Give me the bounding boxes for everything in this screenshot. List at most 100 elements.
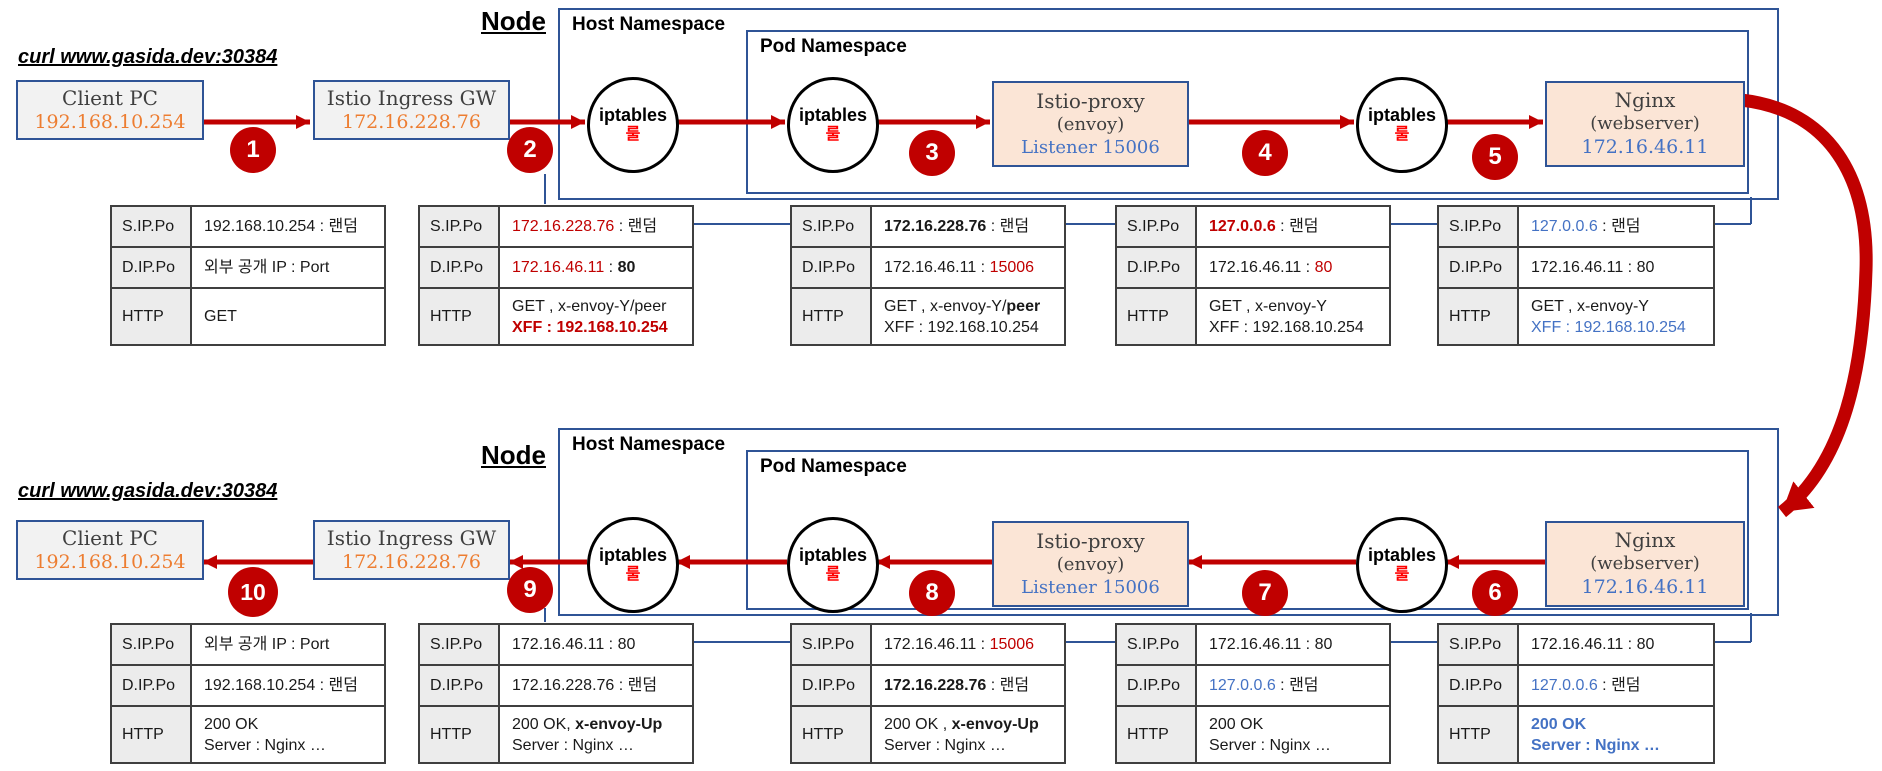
row-value: GET , x-envoy-Y XFF : 192.168.10.254	[1209, 297, 1364, 336]
row-label: S.IP.Po	[1117, 625, 1197, 664]
table-row: S.IP.Po 172.16.46.11 : 80	[420, 625, 692, 664]
packet-table: S.IP.Po 172.16.46.11 : 80 D.IP.Po 127.0.0.6…	[1437, 623, 1715, 764]
callout-connectors	[544, 174, 1752, 643]
packet-table: S.IP.Po 172.16.228.76 : 랜덤 D.IP.Po 172.16.4…	[790, 205, 1066, 346]
iptables-circle-pod-in-bottom: iptables 룰	[787, 517, 879, 613]
nginx-title: Nginx	[1614, 528, 1676, 553]
pod-namespace-label: Pod Namespace	[760, 36, 907, 57]
row-value: GET , x-envoy-Y/peer XFF : 192.168.10.254	[884, 297, 1041, 336]
row-value: 172.16.228.76 : 랜덤	[884, 218, 1030, 235]
istio-gw-title: Istio Ingress GW	[326, 85, 497, 110]
istio-proxy-subtitle: (envoy)	[1056, 554, 1125, 575]
table-row: HTTP 200 OK, x-envoy-Up Server : Nginx …	[420, 705, 692, 762]
nginx-box-bottom: Nginx (webserver) 172.16.46.11	[1545, 521, 1745, 607]
row-value: 172.16.46.11 : 80	[1209, 636, 1333, 653]
row-value: 200 OK Server : Nginx …	[1209, 715, 1331, 754]
row-label: D.IP.Po	[792, 666, 872, 705]
nginx-subtitle: (webserver)	[1590, 113, 1700, 135]
packet-table: S.IP.Po 192.168.10.254 : 랜덤 D.IP.Po 외부 공개 I…	[110, 205, 386, 346]
row-value: 127.0.0.6 : 랜덤	[1531, 218, 1641, 235]
client-pc-title: Client PC	[62, 85, 158, 110]
step-circle-5: 5	[1472, 134, 1518, 180]
row-value: 192.168.10.254 : 랜덤	[204, 218, 358, 235]
table-row: HTTP 200 OK Server : Nginx …	[1439, 705, 1713, 762]
iptables-rule-label: 룰	[1394, 566, 1410, 584]
istio-proxy-box-bottom: Istio-proxy (envoy) Listener 15006	[992, 521, 1189, 607]
row-value: GET , x-envoy-Y XFF : 192.168.10.254	[1531, 297, 1686, 336]
packet-table: S.IP.Po 172.16.46.11 : 80 D.IP.Po 127.0.0.6…	[1115, 623, 1391, 764]
table-row: S.IP.Po 172.16.228.76 : 랜덤	[792, 207, 1064, 246]
nginx-title: Nginx	[1614, 88, 1676, 113]
table-row: HTTP 200 OK Server : Nginx …	[112, 705, 384, 762]
row-label: HTTP	[792, 707, 872, 762]
row-label: HTTP	[420, 289, 500, 344]
table-row: HTTP GET , x-envoy-Y XFF : 192.168.10.254	[1117, 287, 1389, 344]
iptables-rule-label: 룰	[825, 566, 841, 584]
client-pc-box-top: Client PC 192.168.10.254	[16, 80, 204, 140]
row-label: HTTP	[112, 707, 192, 762]
row-value: 172.16.46.11 : 80	[1531, 636, 1655, 653]
table-row: S.IP.Po 외부 공개 IP : Port	[112, 625, 384, 664]
packet-table: S.IP.Po 외부 공개 IP : Port D.IP.Po 192.168.10.…	[110, 623, 386, 764]
row-label: HTTP	[1439, 289, 1519, 344]
row-value: GET	[204, 308, 237, 325]
table-row: D.IP.Po 172.16.228.76 : 랜덤	[420, 664, 692, 705]
istio-proxy-subtitle: (envoy)	[1056, 114, 1125, 135]
curved-connector-arrow	[1740, 93, 1873, 518]
row-value: GET , x-envoy-Y/peer XFF : 192.168.10.254	[512, 297, 668, 336]
row-label: S.IP.Po	[792, 625, 872, 664]
iptables-rule-label: 룰	[625, 126, 641, 144]
host-namespace-box-bottom: Host Namespace	[558, 428, 1779, 616]
row-value: 192.168.10.254 : 랜덤	[204, 677, 358, 694]
row-label: D.IP.Po	[1117, 248, 1197, 287]
step-circle-9: 9	[507, 567, 553, 613]
packet-table: S.IP.Po 172.16.46.11 : 15006 D.IP.Po 172.16…	[790, 623, 1066, 764]
row-label: D.IP.Po	[1117, 666, 1197, 705]
table-row: S.IP.Po 127.0.0.6 : 랜덤	[1117, 207, 1389, 246]
step-circle-4: 4	[1242, 130, 1288, 176]
iptables-label: iptables	[598, 105, 668, 126]
row-label: S.IP.Po	[1117, 207, 1197, 246]
iptables-label: iptables	[1367, 545, 1437, 566]
table-row: D.IP.Po 172.16.46.11 : 15006	[792, 246, 1064, 287]
table-row: S.IP.Po 172.16.228.76 : 랜덤	[420, 207, 692, 246]
row-value: 172.16.46.11 : 80	[512, 636, 636, 653]
row-label: D.IP.Po	[1439, 248, 1519, 287]
table-row: D.IP.Po 127.0.0.6 : 랜덤	[1117, 664, 1389, 705]
table-row: S.IP.Po 172.16.46.11 : 15006	[792, 625, 1064, 664]
nginx-ip: 172.16.46.11	[1581, 135, 1709, 158]
row-value: 172.16.46.11 : 80	[512, 259, 636, 276]
iptables-rule-label: 룰	[625, 566, 641, 584]
table-row: D.IP.Po 172.16.228.76 : 랜덤	[792, 664, 1064, 705]
table-row: S.IP.Po 127.0.0.6 : 랜덤	[1439, 207, 1713, 246]
row-label: S.IP.Po	[420, 207, 500, 246]
packet-table: S.IP.Po 127.0.0.6 : 랜덤 D.IP.Po 172.16.46.11…	[1437, 205, 1715, 346]
istio-ingress-gw-box-bottom: Istio Ingress GW 172.16.228.76	[313, 520, 510, 580]
row-label: HTTP	[1117, 289, 1197, 344]
row-value: 외부 공개 IP : Port	[204, 636, 330, 653]
packet-table: S.IP.Po 172.16.46.11 : 80 D.IP.Po 172.16.22…	[418, 623, 694, 764]
pod-namespace-label: Pod Namespace	[760, 456, 907, 477]
iptables-circle-pod-in-top: iptables 룰	[787, 77, 879, 173]
row-label: HTTP	[1117, 707, 1197, 762]
row-value: 127.0.0.6 : 랜덤	[1209, 218, 1319, 235]
row-label: HTTP	[112, 289, 192, 344]
client-pc-box-bottom: Client PC 192.168.10.254	[16, 520, 204, 580]
row-value: 200 OK , x-envoy-Up Server : Nginx …	[884, 715, 1039, 754]
client-pc-ip: 192.168.10.254	[34, 550, 186, 573]
step-circle-8: 8	[909, 570, 955, 616]
istio-proxy-listener: Listener 15006	[1021, 136, 1160, 158]
row-value: 외부 공개 IP : Port	[204, 259, 330, 276]
row-label: HTTP	[420, 707, 500, 762]
table-row: HTTP 200 OK Server : Nginx …	[1117, 705, 1389, 762]
istio-proxy-box-top: Istio-proxy (envoy) Listener 15006	[992, 81, 1189, 167]
iptables-rule-label: 룰	[825, 126, 841, 144]
iptables-label: iptables	[798, 105, 868, 126]
istio-gw-ip: 172.16.228.76	[341, 110, 481, 133]
client-pc-title: Client PC	[62, 525, 158, 550]
table-row: HTTP GET	[112, 287, 384, 344]
iptables-label: iptables	[598, 545, 668, 566]
table-row: HTTP GET , x-envoy-Y/peer XFF : 192.168.10…	[420, 287, 692, 344]
row-label: D.IP.Po	[420, 666, 500, 705]
